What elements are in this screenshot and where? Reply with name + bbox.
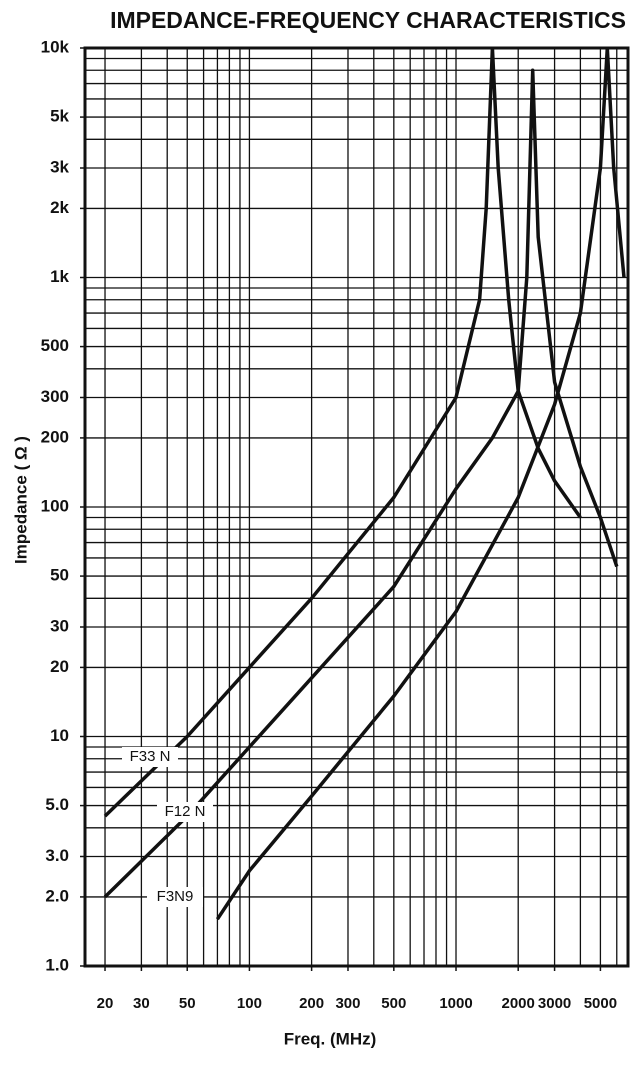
series-line (103, 48, 582, 818)
y-tick-label: 2.0 (45, 886, 69, 905)
x-tick-label: 50 (179, 995, 196, 1012)
series-line (215, 48, 626, 921)
y-tick-label: 200 (41, 427, 69, 446)
y-tick-label: 500 (41, 336, 69, 355)
x-tick-label: 20 (97, 995, 114, 1012)
x-tick-label: 5000 (584, 995, 617, 1012)
y-tick-label: 5.0 (45, 795, 69, 814)
y-tick-label: 50 (50, 566, 69, 585)
plot-lines (103, 48, 626, 921)
y-tick-label: 5k (50, 107, 69, 126)
y-tick-label: 30 (50, 616, 69, 635)
y-tick-label: 3k (50, 157, 69, 176)
series-line (103, 68, 619, 899)
x-tick-label: 3000 (538, 995, 571, 1012)
y-tick-label: 1.0 (45, 955, 69, 974)
y-tick-label: 2k (50, 198, 69, 217)
series-label-bg (157, 802, 213, 822)
y-tick-label: 300 (41, 387, 69, 406)
x-tick-label: 1000 (439, 995, 472, 1012)
y-tick-label: 3.0 (45, 846, 69, 865)
x-tick-label: 500 (381, 995, 406, 1012)
x-tick-label: 300 (335, 995, 360, 1012)
x-tick-label: 200 (299, 995, 324, 1012)
series-label: F33 N (130, 748, 171, 765)
grid (85, 48, 628, 966)
y-tick-label: 10k (41, 37, 70, 56)
series-label: F12 N (165, 803, 206, 820)
series-label-bg (122, 747, 178, 767)
y-tick-label: 10 (50, 726, 69, 745)
x-tick-label: 2000 (502, 995, 535, 1012)
y-axis-label: Impedance ( Ω ) (11, 436, 30, 564)
x-axis-label: Freq. (MHz) (284, 1029, 377, 1048)
series-label: F3N9 (157, 888, 194, 905)
y-tick-label: 100 (41, 496, 69, 515)
x-tick-label: 30 (133, 995, 150, 1012)
y-tick-label: 20 (50, 657, 69, 676)
y-tick-label: 1k (50, 267, 69, 286)
chart-title: IMPEDANCE-FREQUENCY CHARACTERISTICS (110, 7, 626, 33)
x-tick-label: 100 (237, 995, 262, 1012)
series-label-bg (147, 887, 203, 907)
